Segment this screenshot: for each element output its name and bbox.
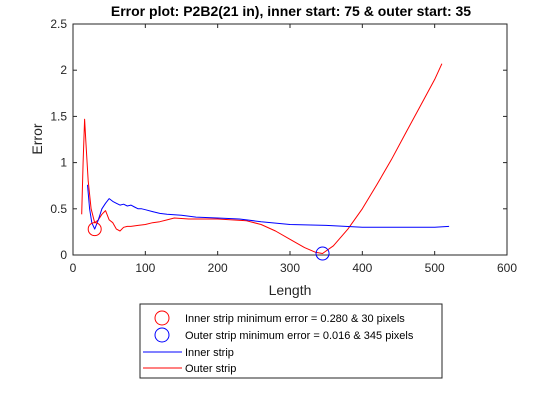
legend-inner-min-label: Inner strip minimum error = 0.280 & 30 p… [185,313,405,325]
y-tick-label: 2 [60,63,67,77]
y-tick-label: 0 [60,248,67,262]
series-lines [81,63,450,254]
y-tick-label: 1.5 [50,109,67,123]
legend-outer-min-marker [154,327,170,343]
y-tick-label: 1 [60,156,67,170]
x-tick-label: 400 [352,261,372,275]
y-axis-ticks: 0 0.5 1 1.5 2 2.5 [50,17,507,262]
chart-title: Error plot: P2B2(21 in), inner start: 75… [111,3,471,19]
minimum-markers [87,222,330,261]
legend-inner-strip-label: Inner strip [185,347,234,359]
x-tick-label: 300 [280,261,300,275]
x-tick-label: 600 [497,261,517,275]
plot-area: 0 100 200 300 400 500 600 0 0.5 1 1.5 2 2.5 [50,17,517,275]
x-tick-label: 500 [425,261,445,275]
y-tick-label: 2.5 [50,17,67,31]
legend: Inner strip minimum error = 0.280 & 30 p… [139,303,443,379]
legend-outer-strip-label: Outer strip [185,363,236,375]
legend-inner-min-marker [154,310,170,326]
x-tick-label: 0 [70,261,77,275]
inner-strip-line [87,184,450,230]
x-tick-label: 100 [135,261,155,275]
x-tick-label: 200 [208,261,228,275]
x-axis-label: Length [269,282,312,298]
legend-outer-min-label: Outer strip minimum error = 0.016 & 345 … [185,330,414,342]
inner-min-marker [87,222,102,237]
axes-box [72,23,508,256]
outer-min-marker [315,246,330,261]
y-axis-label: Error [29,123,45,154]
legend-box [139,303,443,379]
x-axis-ticks: 0 100 200 300 400 500 600 [70,24,517,275]
y-tick-label: 0.5 [50,202,67,216]
